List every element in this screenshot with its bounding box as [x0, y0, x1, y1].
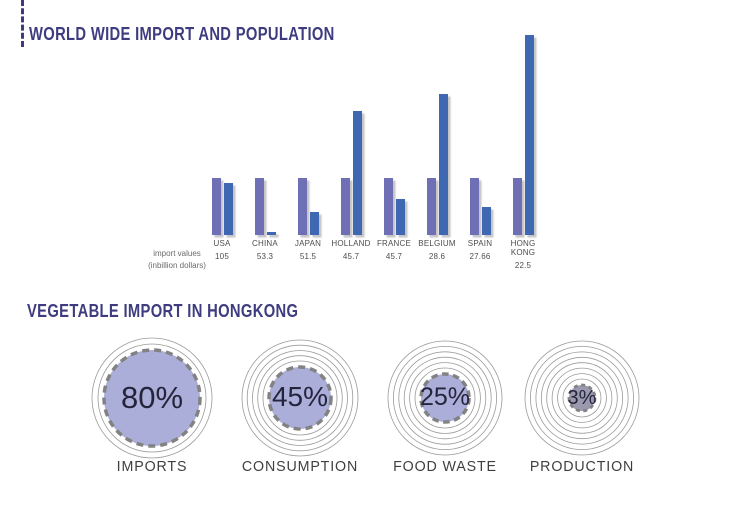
import-bar-holland [352, 111, 362, 235]
import-value: 51.5 [299, 252, 317, 261]
import-bar-china [266, 232, 276, 235]
import-bar-hong-kong [524, 35, 534, 235]
ripple-ring [414, 367, 476, 429]
ripple-ring [403, 356, 487, 440]
ripple-ring [551, 367, 613, 429]
import-bar-usa [223, 183, 233, 235]
circle-label-food-waste: FOOD WASTE [393, 458, 497, 475]
percent-value-imports: 80% [120, 379, 184, 415]
axis-note: import values (inbillion dollars) [148, 249, 206, 270]
ripple-ring [252, 350, 348, 446]
ripple-ring [557, 373, 607, 423]
population-bar-china [254, 178, 264, 235]
import-bar-belgium [438, 94, 448, 235]
ripple-ring [97, 343, 207, 453]
dashed-accent-line [21, 0, 24, 47]
percent-disc-imports [102, 348, 202, 448]
import-value: 22.5 [514, 261, 532, 270]
ripple-ring [91, 337, 213, 459]
ripple-ring [535, 351, 629, 445]
ripple-ring [393, 346, 497, 450]
circle-group-imports [91, 337, 213, 459]
population-bar-belgium [426, 178, 436, 235]
import-bar-japan [309, 212, 319, 235]
country-label: BELGIUM [418, 239, 456, 248]
section-title-vegetable-import: VEGETABLE IMPORT IN HONGKONG [27, 301, 299, 321]
country-label: HOLLAND [331, 239, 371, 248]
percent-disc-production [567, 383, 597, 413]
import-value: 45.7 [342, 252, 360, 261]
population-bar-france [383, 178, 393, 235]
percent-value-production: 3% [567, 386, 597, 409]
population-bar-spain [469, 178, 479, 235]
country-label: CHINA [252, 239, 278, 248]
import-value: 27.66 [469, 252, 491, 261]
population-bar-japan [297, 178, 307, 235]
ripple-ring [262, 360, 338, 436]
ripple-ring [540, 356, 624, 440]
country-label: USA [213, 239, 231, 248]
circle-group-production [524, 340, 640, 456]
ripple-ring [562, 378, 602, 418]
import-value: 45.7 [385, 252, 403, 261]
circle-label-production: PRODUCTION [529, 458, 635, 475]
country-label: HONG KONG [510, 239, 536, 257]
ripple-ring [524, 340, 640, 456]
circle-label-consumption: CONSUMPTION [241, 458, 359, 475]
percent-value-food-waste: 25% [419, 383, 471, 411]
circle-group-food-waste [387, 340, 503, 456]
percent-disc-food-waste [419, 372, 471, 424]
ripple-ring [546, 362, 618, 434]
population-bar-holland [340, 178, 350, 235]
percent-disc-consumption [267, 365, 333, 431]
section-title-world-import: WORLD WIDE IMPORT AND POPULATION [29, 24, 335, 44]
country-label: JAPAN [294, 239, 322, 248]
percent-value-consumption: 45% [271, 381, 329, 413]
import-bar-france [395, 199, 405, 235]
ripple-ring [530, 346, 634, 450]
circle-group-consumption [241, 339, 359, 457]
ripple-ring [246, 344, 354, 452]
circle-label-imports: IMPORTS [116, 458, 188, 475]
import-value: 105 [215, 252, 229, 261]
import-bar-spain [481, 207, 491, 235]
ripple-ring [409, 362, 481, 434]
ripple-ring [257, 355, 343, 441]
population-bar-hong-kong [512, 178, 522, 235]
import-value: 53.3 [256, 252, 274, 261]
population-bar-usa [211, 178, 221, 235]
ripple-ring [241, 339, 359, 457]
ripple-ring [398, 351, 492, 445]
country-label: SPAIN [467, 239, 493, 248]
ripple-ring [387, 340, 503, 456]
import-value: 28.6 [428, 252, 446, 261]
country-label: FRANCE [376, 239, 412, 248]
